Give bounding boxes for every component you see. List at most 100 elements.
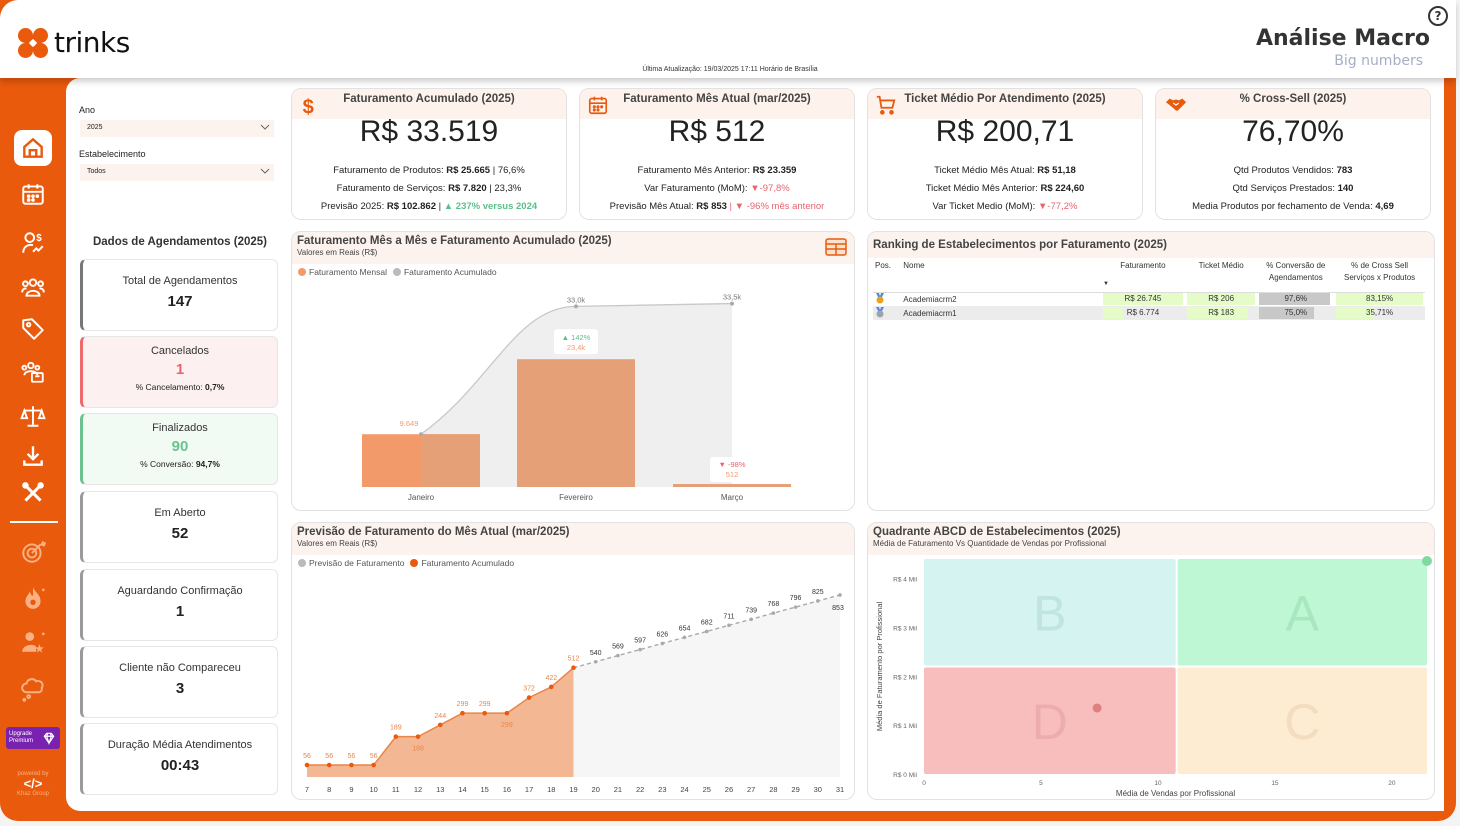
sort-desc-icon[interactable]: ▼ <box>1103 280 1109 287</box>
diamond-icon <box>43 732 55 745</box>
chart-quadrante: B A D C R$ 0 Mil R$ 1 Mil R$ 2 Mil R$ 3 Mil R$ 4… <box>875 556 1432 798</box>
forecast-point <box>727 623 731 628</box>
cell-cross: 35,71% <box>1334 306 1425 320</box>
kpi-title: Faturamento Acumulado (2025) <box>292 89 566 119</box>
cell-ticket: R$ 206 <box>1185 292 1258 306</box>
kpi-value: R$ 200,71 <box>935 115 1075 148</box>
accum-label: 244 <box>434 713 446 720</box>
x-tick-label: 17 <box>525 785 533 794</box>
x-tick-label: 18 <box>547 785 555 794</box>
annotation-up: ▲ 142% <box>562 333 591 342</box>
trend-up: ▲ 237% versus 2024 <box>443 201 538 212</box>
accum-label: 189 <box>412 746 424 753</box>
l-value: 4,69 <box>1375 201 1394 212</box>
x-tick-label: 5 <box>1039 780 1043 787</box>
premium-label-1: Upgrade <box>9 731 33 737</box>
target-premium-icon[interactable] <box>14 534 52 570</box>
table-row[interactable]: Academiacrm2 R$ 26.745 R$ 206 97,6% 83,15% <box>873 292 1425 306</box>
chart-faturamento-mensal: Janeiro Fevereiro Março 33,0k 33,5k 9.649 ▲ 14… <box>362 293 791 502</box>
col-conversao[interactable]: % Conversão de Agendamentos <box>1257 258 1335 293</box>
accum-label: 56 <box>303 753 311 760</box>
sub-label: % Cancelamento: <box>135 382 206 392</box>
panel-title: Previsão de Faturamento do Mês Atual (ma… <box>297 526 570 538</box>
x-tick-label: 11 <box>392 785 400 794</box>
l-value: R$ 25.665 <box>446 165 491 176</box>
table-row[interactable]: Academiacrm1 R$ 6.774 R$ 183 75,0% 35,71% <box>873 306 1425 320</box>
code-icon: </> <box>23 776 43 791</box>
accum-point <box>482 710 487 716</box>
x-tick-label: Março <box>721 493 744 502</box>
users-box-icon[interactable] <box>14 354 52 390</box>
accum-label: 299 <box>479 701 491 708</box>
l-label: Ticket Médio Mês Atual: <box>934 165 1038 176</box>
tools-icon[interactable] <box>14 475 52 511</box>
l-extra: | 76,6% <box>490 165 525 176</box>
trend-down: ▼ -96% mês anterior <box>734 201 825 212</box>
cell-bar-wrap: 83,15% <box>1336 293 1423 306</box>
x-tick-label: 15 <box>1271 780 1279 787</box>
col-faturamento-label: Faturamento <box>1120 261 1166 270</box>
bar-fevereiro <box>517 359 635 487</box>
download-icon[interactable] <box>14 438 52 474</box>
forecast-point <box>771 611 776 615</box>
upgrade-premium-button[interactable]: Upgrade Premium <box>6 727 60 749</box>
last-update: Última Atualização: 19/03/2025 17:11 Hor… <box>642 66 818 73</box>
users-icon[interactable] <box>14 269 52 305</box>
l-label: Faturamento Mês Anterior: <box>637 165 753 176</box>
handshake-icon <box>1165 98 1187 111</box>
col-faturamento[interactable]: Faturamento ▼ <box>1101 258 1185 293</box>
user-star-premium-icon[interactable] <box>14 624 52 660</box>
home-icon[interactable] <box>14 130 52 166</box>
aguardando-card: Aguardando Confirmação 1 <box>80 569 278 641</box>
calendar-icon[interactable] <box>14 176 52 212</box>
cell-databar <box>1259 293 1331 306</box>
trend-down: ▼-77,2% <box>1037 201 1078 212</box>
forecast-point <box>638 647 642 652</box>
estab-dropdown[interactable]: Todos <box>80 164 274 181</box>
forecast-point <box>593 659 598 664</box>
x-tick-label: 9 <box>349 785 353 794</box>
card-sub: % Conversão: 94,7% <box>83 459 277 469</box>
user-money-icon[interactable]: $ <box>14 225 52 261</box>
table-header-row: Pos. Nome Faturamento ▼ Ticket Médio % Co… <box>873 258 1425 293</box>
tag-icon[interactable] <box>14 311 52 347</box>
x-tick-label: 31 <box>836 785 844 794</box>
cloud-premium-icon[interactable] <box>14 671 52 707</box>
forecast-label: 626 <box>656 631 668 638</box>
x-tick-label: 27 <box>747 785 755 794</box>
card-label: Cliente não Compareceu <box>119 662 241 674</box>
forecast-point <box>660 641 665 646</box>
col-ticket[interactable]: Ticket Médio <box>1184 258 1258 293</box>
legend-acumulado: Faturamento Acumulado <box>421 558 515 568</box>
card-label: Total de Agendamentos <box>122 275 238 287</box>
cart-icon <box>876 95 896 115</box>
x-tick-label: 12 <box>414 785 422 794</box>
panel-title: Ranking de Estabelecimentos por Faturame… <box>873 239 1167 251</box>
y-tick-label: R$ 2 Mil <box>893 674 917 681</box>
kpi-title: Faturamento Mês Atual (mar/2025) <box>580 89 854 119</box>
table-view-icon[interactable] <box>825 238 847 256</box>
accum-point <box>730 301 734 306</box>
kpi-value: 76,70% <box>1242 115 1344 148</box>
brand-logo[interactable]: trinks <box>18 26 130 59</box>
cell-bar-wrap: R$ 183 <box>1186 307 1256 319</box>
quadrant-letter-d: D <box>1032 694 1068 750</box>
fire-premium-icon[interactable] <box>14 580 52 616</box>
x-tick-label: 20 <box>1388 780 1396 787</box>
forecast-label: 825 <box>812 589 824 596</box>
col-nome[interactable]: Nome <box>901 258 1102 293</box>
col-cross[interactable]: % de Cross Sell Serviços x Produtos <box>1334 258 1425 293</box>
cell-nome: Academiacrm2 <box>903 294 957 304</box>
scale-icon[interactable] <box>14 398 52 434</box>
l-label: Qtd Produtos Vendidos: <box>1233 165 1337 176</box>
col-pos[interactable]: Pos. <box>873 258 902 293</box>
forecast-label: 597 <box>634 638 646 645</box>
help-icon[interactable]: ? <box>1428 6 1448 26</box>
bar-label: 512 <box>726 470 739 479</box>
legend-dot-mensal <box>298 268 306 276</box>
cell-value: 35,71% <box>1366 308 1394 317</box>
sidebar-divider <box>10 521 58 523</box>
year-dropdown[interactable]: 2025 <box>80 120 274 137</box>
forecast-point <box>616 653 620 658</box>
